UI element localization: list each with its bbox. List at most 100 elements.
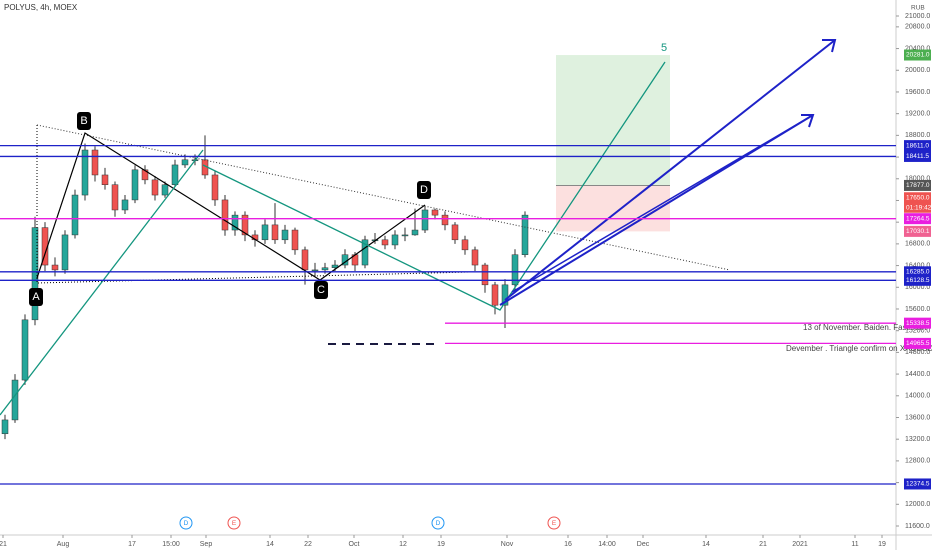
x-tick-label: 12 bbox=[399, 541, 407, 548]
y-tick-label: 18000.0 bbox=[905, 176, 930, 183]
price-tag-label: 18611.0 bbox=[906, 142, 929, 149]
x-tick-label: 21 bbox=[759, 541, 767, 548]
candle-body bbox=[161, 184, 169, 196]
loss-zone bbox=[556, 185, 670, 232]
price-tag-label: 14965.5 bbox=[906, 340, 930, 347]
candle-body bbox=[521, 214, 529, 255]
timer: 01:19:42 bbox=[906, 204, 932, 211]
event-label: D bbox=[184, 520, 189, 527]
x-tick-label: 14:00 bbox=[598, 541, 616, 548]
x-tick-label: 22 bbox=[304, 541, 312, 548]
price-tag bbox=[904, 140, 931, 152]
candle-body bbox=[181, 159, 189, 166]
x-tick-label: 16 bbox=[564, 541, 572, 548]
x-tick-label: 2021 bbox=[792, 541, 808, 548]
position-box bbox=[556, 55, 670, 232]
wave-labels: A B C D 5 bbox=[29, 42, 667, 306]
candle-body bbox=[151, 179, 159, 196]
event-label: E bbox=[232, 520, 237, 527]
y-tick-label: 14800.0 bbox=[905, 349, 930, 356]
candle-body bbox=[21, 319, 29, 381]
x-tick-label: 21 bbox=[0, 541, 7, 548]
price-tag bbox=[904, 266, 931, 278]
teal-line bbox=[202, 61, 666, 311]
y-tick-label: 13600.0 bbox=[905, 414, 930, 421]
arrow bbox=[504, 39, 836, 301]
price-tag-label: 18411.5 bbox=[906, 153, 929, 160]
x-tick-label: 14 bbox=[702, 541, 710, 548]
event-marker bbox=[179, 516, 193, 530]
candle-body bbox=[321, 267, 329, 271]
price-tag bbox=[904, 192, 931, 204]
candle-body bbox=[421, 209, 429, 231]
triangle-top bbox=[36, 124, 731, 271]
y-tick-label: 20800.0 bbox=[905, 24, 930, 31]
profit-zone bbox=[556, 55, 670, 186]
candle-body bbox=[381, 239, 389, 246]
label-box bbox=[77, 112, 91, 130]
candle-body bbox=[301, 249, 309, 271]
candle-body bbox=[481, 264, 489, 286]
x-tick-label: Sep bbox=[200, 541, 213, 548]
y-tick-label: 12000.0 bbox=[905, 501, 930, 508]
y-tick-label: 14400.0 bbox=[905, 371, 930, 378]
price-tag bbox=[904, 337, 931, 349]
candle-body bbox=[291, 229, 299, 251]
x-tick-label: Nov bbox=[501, 541, 514, 548]
y-tick-label: 15600.0 bbox=[905, 306, 930, 313]
arrow-head bbox=[822, 39, 837, 53]
price-tag-label: 17650.0 bbox=[906, 194, 930, 201]
price-tag-label: 17877.0 bbox=[906, 182, 930, 189]
price-tag bbox=[904, 317, 931, 329]
label-box bbox=[314, 281, 328, 299]
candle-body bbox=[491, 284, 499, 306]
candle-body bbox=[11, 379, 19, 421]
arrow-head bbox=[801, 114, 815, 128]
candle-body bbox=[131, 169, 139, 201]
y-tick-label: 11600.0 bbox=[905, 523, 930, 530]
label-box bbox=[29, 288, 43, 306]
x-tick-label: 15:00 bbox=[162, 541, 180, 548]
price-tag bbox=[904, 49, 931, 61]
x-tick-label: 19 bbox=[878, 541, 886, 548]
price-tag-label: 12374.5 bbox=[906, 481, 930, 488]
price-tag bbox=[904, 274, 931, 286]
candle-body bbox=[261, 224, 269, 241]
candle-body bbox=[361, 239, 369, 266]
wave-label: D bbox=[420, 184, 428, 196]
y-tick-label: 20000.0 bbox=[905, 67, 930, 74]
y-tick-label: 18800.0 bbox=[905, 132, 930, 139]
x-tick-label: Oct bbox=[349, 541, 360, 548]
candle-body bbox=[281, 229, 289, 241]
y-tick-label: 19200.0 bbox=[905, 111, 930, 118]
candle-body bbox=[1, 419, 9, 435]
price-tag bbox=[904, 225, 931, 237]
y-tick-label: 14000.0 bbox=[905, 393, 930, 400]
x-tick-label: 19 bbox=[437, 541, 445, 548]
wave-label: B bbox=[80, 115, 87, 127]
candle-body bbox=[471, 249, 479, 266]
candle-body bbox=[171, 164, 179, 185]
y-tick-label: 16400.0 bbox=[905, 262, 930, 269]
candle-body bbox=[121, 199, 129, 211]
candle-body bbox=[211, 174, 219, 201]
candle-body bbox=[461, 239, 469, 251]
price-tag-label: 17030.1 bbox=[906, 228, 930, 235]
candle-body bbox=[331, 264, 339, 268]
arrow bbox=[499, 114, 814, 306]
candle-body bbox=[271, 224, 279, 241]
candle-body bbox=[501, 284, 509, 306]
event-label: D bbox=[436, 520, 441, 527]
drawings bbox=[0, 39, 837, 416]
candle-body bbox=[101, 174, 109, 185]
wave-label: C bbox=[317, 284, 325, 296]
price-tag-label: 17264.5 bbox=[906, 215, 930, 222]
currency: RUB bbox=[911, 5, 925, 12]
candles bbox=[1, 135, 529, 440]
arrow bbox=[511, 114, 814, 293]
wave-label: 5 bbox=[661, 42, 667, 54]
x-tick-label: Aug bbox=[57, 541, 70, 548]
candle-body bbox=[241, 214, 249, 236]
y-tick-label: 21000.0 bbox=[905, 13, 930, 20]
